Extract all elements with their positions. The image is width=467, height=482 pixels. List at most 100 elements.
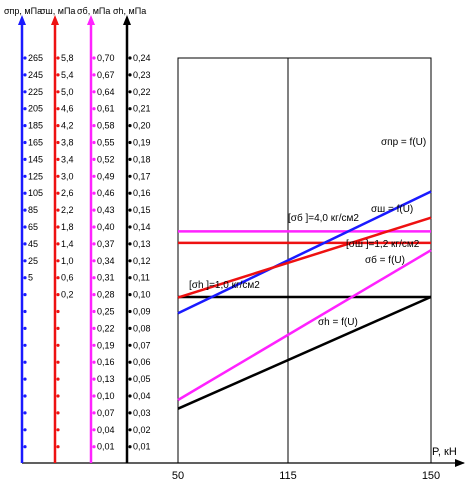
scale-label-b: 0,04 [97,425,115,435]
scale-label-pr: 85 [28,205,38,215]
x-tick-115: 115 [279,470,297,482]
scale-tick-b [92,428,96,432]
scale-label-b: 0,49 [97,171,115,181]
scale-label-sh: 0,2 [61,290,74,300]
scale-tick-sh [56,140,60,145]
scale-tick-h [128,208,132,212]
scale-tick-b [92,56,96,60]
limit-label-sh: [σш ]=1,2 кг/см2 [346,239,420,250]
scale-tick-pr [23,377,27,381]
scale-label-h: 0,03 [133,408,151,418]
x-tick-150: 150 [422,470,440,482]
scale-tick-pr [23,276,27,280]
scale-tick-sh [56,326,60,330]
scale-tick-sh [56,343,60,347]
scale-tick-b [92,411,96,415]
scale-tick-pr [23,107,27,111]
scale-tick-b [92,326,96,330]
scale-tick-pr [23,411,27,415]
scale-label-h: 0,09 [133,307,151,317]
scale-label-b: 0,01 [97,442,115,452]
scale-tick-pr [23,90,27,94]
scale-ticks: 265 245 225 205 185 165 145 125 105 85 65 45 25 5 5,8 5… [23,53,151,452]
scale-tick-b [92,191,96,195]
scale-tick-h [128,107,132,111]
scale-label-h: 0,23 [133,70,151,80]
scale-tick-b [92,140,96,145]
scale-tick-sh [56,73,60,77]
scale-tick-sh [56,242,60,246]
scale-tick-pr [23,191,27,195]
scale-tick-sh [56,293,60,297]
limit-label-b: [σб ]=4,0 кг/см2 [288,212,359,224]
scale-label-h: 0,06 [133,357,151,367]
scale-tick-h [128,259,132,263]
scale-tick-h [128,225,132,229]
scale-tick-b [92,157,96,161]
scale-label-h: 0,08 [133,323,151,333]
scale-tick-pr [23,445,27,449]
scale-tick-h [128,428,132,432]
scale-tick-h [128,309,132,314]
scale-tick-pr [23,360,27,364]
scale-tick-sh [56,56,60,60]
scale-tick-sh [56,259,60,263]
scale-label-sh: 1,4 [61,239,74,249]
scale-tick-pr [23,157,27,161]
scale-label-sh: 1,0 [61,256,74,266]
scale-label-sh: 4,2 [61,121,74,131]
scale-tick-b [92,107,96,111]
scale-title-pr: σпр, мПа [4,6,42,16]
scale-tick-h [128,276,132,280]
scale-tick-sh [56,276,60,280]
series-line-sh [177,216,432,299]
scale-tick-h [128,377,132,381]
scale-tick-h [128,411,132,415]
scale-tick-pr [23,56,27,60]
scale-label-pr: 145 [28,154,43,164]
scale-tick-h [128,140,132,145]
scale-tick-h [128,174,132,178]
scale-tick-sh [56,208,60,212]
scale-label-h: 0,13 [133,239,151,249]
scale-label-pr: 205 [28,104,43,114]
scale-tick-b [92,208,96,212]
scale-label-b: 0,37 [97,239,115,249]
scale-label-pr: 5 [28,273,33,283]
scale-tick-b [92,73,96,77]
series-label-sh: σш = f(U) [371,204,413,215]
scale-label-pr: 65 [28,222,38,232]
scale-label-b: 0,58 [97,121,115,131]
scale-label-pr: 165 [28,138,43,148]
scale-tick-b [92,343,96,347]
scale-label-sh: 1,8 [61,222,74,232]
scale-label-sh: 3,8 [61,138,74,148]
limit-label-h: [σh ]=1,0 кг/см2 [189,280,260,291]
scale-tick-b [92,293,96,297]
scale-label-sh: 5,0 [61,87,74,97]
scale-tick-sh [56,445,60,449]
scale-tick-h [128,124,132,128]
scale-tick-h [128,191,132,195]
scale-label-b: 0,31 [97,273,115,283]
scale-label-sh: 2,2 [61,205,74,215]
scale-tick-sh [56,191,60,195]
scale-title-h: σh, мПа [113,6,146,16]
scale-title-sh: σш, мПа [40,6,75,16]
scale-label-b: 0,07 [97,408,115,418]
scale-tick-sh [56,360,60,364]
scale-tick-pr [23,326,27,330]
scale-tick-b [92,394,96,398]
scale-tick-pr [23,259,27,263]
scale-label-h: 0,10 [133,290,151,300]
scale-tick-sh [56,124,60,128]
scale-tick-pr [23,242,27,246]
scale-tick-sh [56,90,60,94]
series-line-pr [177,190,432,315]
scale-tick-sh [56,411,60,415]
scale-label-h: 0,24 [133,53,151,63]
scale-label-b: 0,52 [97,154,115,164]
scale-tick-b [92,124,96,128]
scale-label-sh: 5,8 [61,53,74,63]
scale-tick-pr [23,208,27,212]
